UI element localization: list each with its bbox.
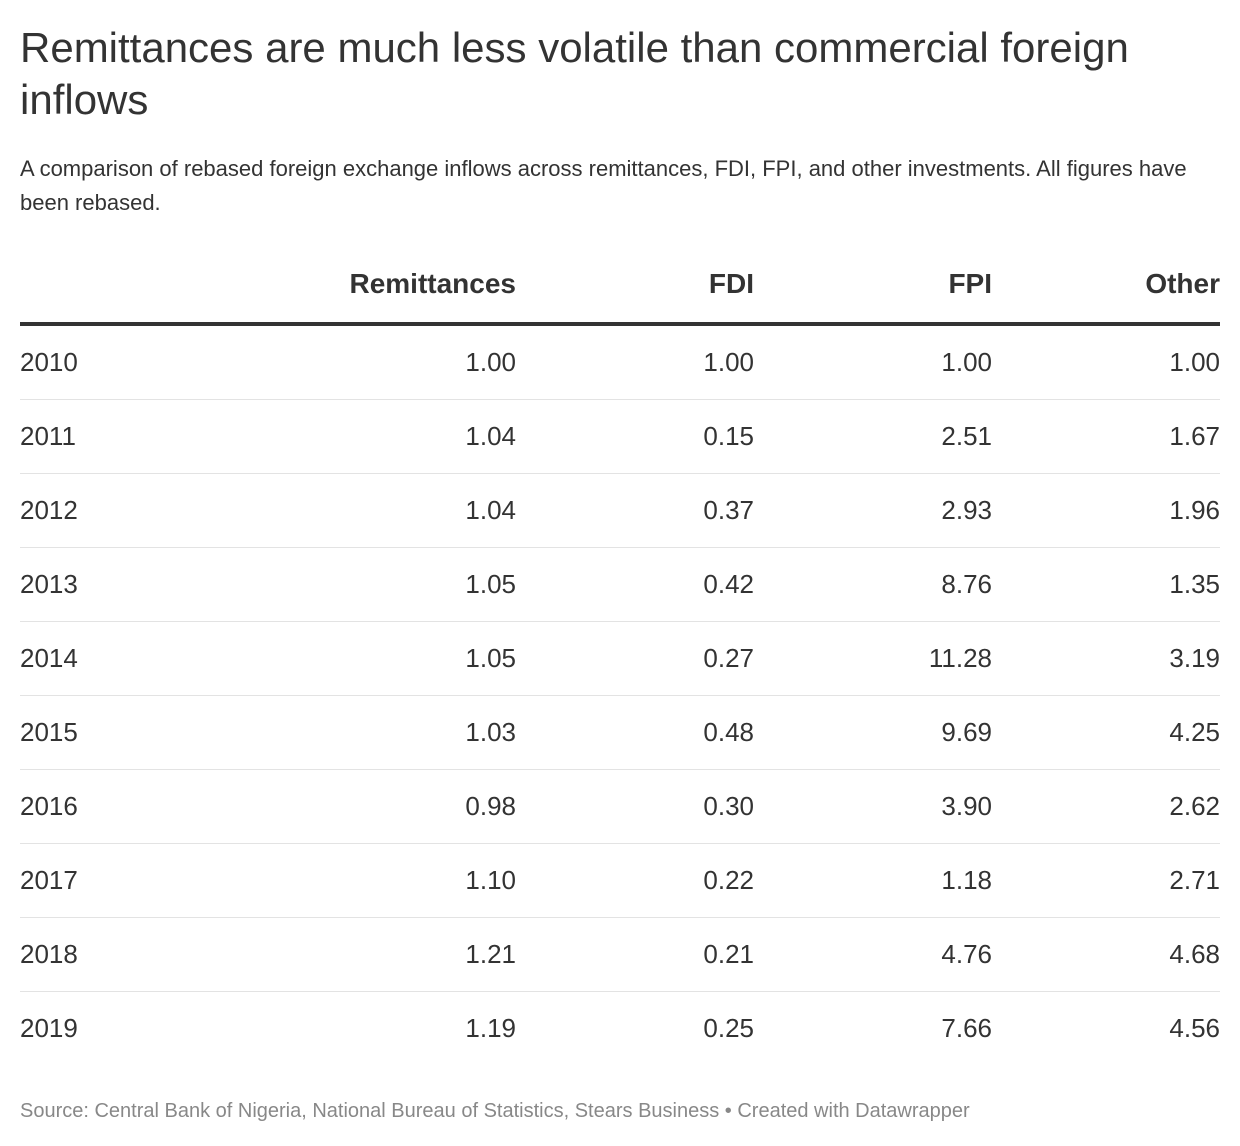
cell-fpi: 1.00 bbox=[754, 324, 992, 400]
cell-fpi: 8.76 bbox=[754, 547, 992, 622]
cell-year: 2018 bbox=[20, 917, 280, 992]
cell-fpi: 11.28 bbox=[754, 621, 992, 696]
cell-fpi: 4.76 bbox=[754, 917, 992, 992]
cell-year: 2013 bbox=[20, 547, 280, 622]
cell-other: 3.19 bbox=[992, 621, 1220, 696]
table-row: 2016 0.98 0.30 3.90 2.62 bbox=[20, 769, 1220, 844]
cell-fdi: 0.21 bbox=[516, 917, 754, 992]
cell-year: 2011 bbox=[20, 399, 280, 474]
table-body: 2010 1.00 1.00 1.00 1.00 2011 1.04 0.15 2.51 1.67… bbox=[20, 324, 1220, 1065]
cell-remittances: 1.03 bbox=[280, 695, 516, 770]
cell-remittances: 1.19 bbox=[465, 1013, 516, 1043]
cell-fdi: 0.27 bbox=[516, 621, 754, 696]
chart-title: Remittances are much less volatile than … bbox=[20, 24, 1129, 123]
table-row: 2014 1.05 0.27 11.28 3.19 bbox=[20, 621, 1220, 696]
cell-fpi: 7.66 bbox=[941, 1013, 992, 1043]
cell-remittances: 1.21 bbox=[280, 917, 516, 992]
cell-fdi: 0.48 bbox=[516, 695, 754, 770]
cell-fpi: 1.18 bbox=[754, 843, 992, 918]
chart-container: Remittances are much less volatile than … bbox=[20, 0, 1220, 1043]
cell-other: 4.25 bbox=[992, 695, 1220, 770]
cell-other: 1.67 bbox=[992, 399, 1220, 474]
cell-fpi: 2.93 bbox=[754, 473, 992, 548]
cell-remittances: 1.04 bbox=[280, 473, 516, 548]
column-header-fpi: FPI bbox=[754, 246, 992, 326]
table-row: 2013 1.05 0.42 8.76 1.35 bbox=[20, 547, 1220, 622]
cell-remittances: 1.04 bbox=[280, 399, 516, 474]
cell-other: 1.96 bbox=[992, 473, 1220, 548]
table-header-row: Remittances FDI FPI Other bbox=[20, 246, 1220, 326]
table-row: 2015 1.03 0.48 9.69 4.25 bbox=[20, 695, 1220, 770]
cell-fdi: 0.37 bbox=[516, 473, 754, 548]
cell-year: 2017 bbox=[20, 843, 280, 918]
cell-fdi: 0.15 bbox=[516, 399, 754, 474]
table-row: 2019 1.19 0.25 7.66 4.56 bbox=[20, 992, 1220, 1066]
cell-remittances: 0.98 bbox=[280, 769, 516, 844]
cell-fdi: 0.30 bbox=[516, 769, 754, 844]
table-row: 2017 1.10 0.22 1.18 2.71 bbox=[20, 843, 1220, 918]
column-header-fdi: FDI bbox=[516, 246, 754, 326]
cell-other: 2.62 bbox=[992, 769, 1220, 844]
cell-other: 2.71 bbox=[992, 843, 1220, 918]
cell-year: 2014 bbox=[20, 621, 280, 696]
cell-fdi: 0.25 bbox=[703, 1013, 754, 1043]
cell-fpi: 3.90 bbox=[754, 769, 992, 844]
cell-other: 1.00 bbox=[992, 324, 1220, 400]
chart-subtitle: A comparison of rebased foreign exchange… bbox=[20, 156, 1187, 215]
data-table: Remittances FDI FPI Other 2010 1.00 1.00 1.… bbox=[20, 246, 1220, 1065]
cell-remittances: 1.00 bbox=[280, 324, 516, 400]
cell-year: 2010 bbox=[20, 324, 280, 400]
cell-other: 4.68 bbox=[992, 917, 1220, 992]
cell-fdi: 1.00 bbox=[516, 324, 754, 400]
cell-year: 2019 bbox=[20, 1013, 78, 1043]
column-header-remittances: Remittances bbox=[280, 246, 516, 326]
cell-other: 1.35 bbox=[992, 547, 1220, 622]
cell-year: 2012 bbox=[20, 473, 280, 548]
cell-remittances: 1.05 bbox=[280, 621, 516, 696]
table-row: 2018 1.21 0.21 4.76 4.68 bbox=[20, 917, 1220, 992]
cell-fdi: 0.22 bbox=[516, 843, 754, 918]
cell-remittances: 1.10 bbox=[280, 843, 516, 918]
cell-remittances: 1.05 bbox=[280, 547, 516, 622]
table-row: 2011 1.04 0.15 2.51 1.67 bbox=[20, 399, 1220, 474]
cell-fdi: 0.42 bbox=[516, 547, 754, 622]
table-row: 2012 1.04 0.37 2.93 1.96 bbox=[20, 473, 1220, 548]
cell-year: 2015 bbox=[20, 695, 280, 770]
cell-fpi: 2.51 bbox=[754, 399, 992, 474]
cell-fpi: 9.69 bbox=[754, 695, 992, 770]
column-header-other: Other bbox=[992, 246, 1220, 326]
column-header-year bbox=[20, 246, 280, 326]
cell-year: 2016 bbox=[20, 769, 280, 844]
source-note: Source: Central Bank of Nigeria, Nationa… bbox=[20, 1100, 970, 1122]
cell-other: 4.56 bbox=[1169, 1013, 1220, 1043]
table-row: 2010 1.00 1.00 1.00 1.00 bbox=[20, 324, 1220, 400]
